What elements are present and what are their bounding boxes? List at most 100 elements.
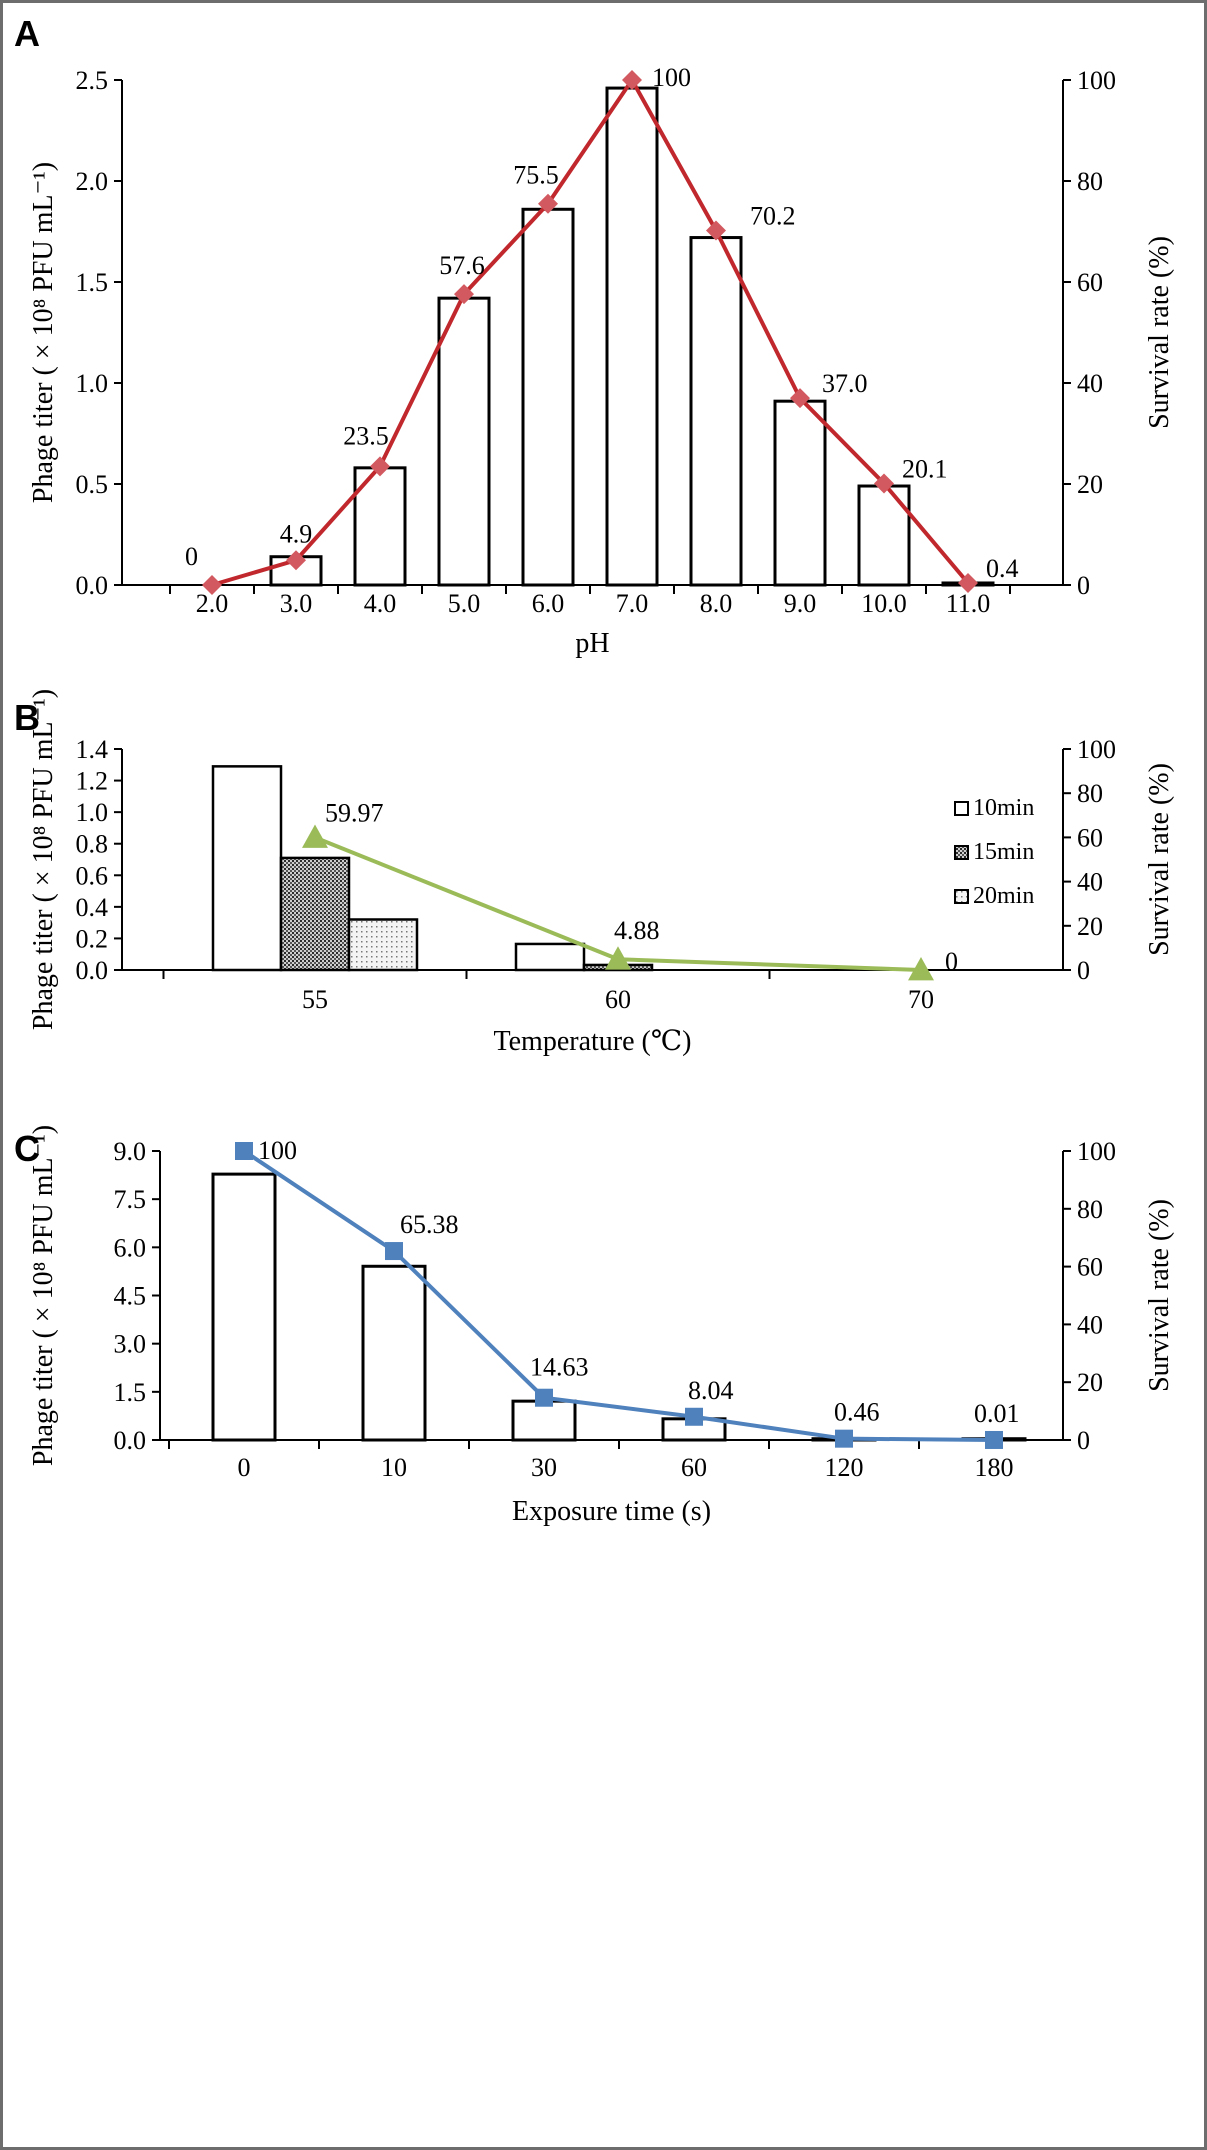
y-tick-label: 1.2 <box>76 767 109 796</box>
legend-swatch-15min <box>954 845 969 860</box>
survival-data-label: 8.04 <box>688 1376 734 1405</box>
bar-9.0 <box>773 399 827 587</box>
y-tick-label: 0.4 <box>76 893 109 922</box>
y2-tick-label: 60 <box>1077 268 1103 297</box>
survival-data-label: 65.38 <box>400 1210 459 1239</box>
survival-marker <box>538 193 558 214</box>
survival-marker <box>370 456 390 477</box>
survival-data-label: 4.88 <box>614 916 660 945</box>
survival-data-label: 57.6 <box>439 251 485 280</box>
survival-marker <box>985 1430 1003 1449</box>
survival-data-label: 75.5 <box>513 161 559 190</box>
x-axis-title: Exposure time (s) <box>512 1496 711 1527</box>
survival-data-label: 37.0 <box>822 369 868 398</box>
x-tick-label: 0 <box>238 1453 251 1482</box>
y2-tick-label: 80 <box>1077 1195 1103 1224</box>
survival-data-label: 70.2 <box>750 201 796 230</box>
x-tick-label: 30 <box>531 1453 557 1482</box>
y2-tick-label: 0 <box>1077 571 1090 600</box>
y-axis-title: Phage titer ( × 10⁸ PFU mL⁻¹) <box>28 689 59 1030</box>
x-tick-label: 70 <box>908 985 934 1014</box>
x-axis-title: Temperature (℃) <box>493 1026 691 1057</box>
panel-letter: A <box>14 13 40 54</box>
survival-marker <box>286 550 306 571</box>
survival-data-label: 14.63 <box>530 1353 589 1382</box>
legend-label-10min: 10min <box>973 795 1034 821</box>
survival-marker <box>958 572 978 593</box>
y-tick-label: 4.5 <box>114 1282 147 1311</box>
y-tick-label: 3.0 <box>114 1330 147 1359</box>
y-tick-label: 1.0 <box>76 369 109 398</box>
survival-data-label: 4.9 <box>280 519 313 548</box>
bar-30 <box>511 1399 577 1442</box>
y-tick-label: 0.0 <box>76 956 109 985</box>
survival-data-label: 0 <box>185 542 198 571</box>
y-tick-label: 1.4 <box>76 735 109 764</box>
y2-axis-title: Survival rate (%) <box>1144 236 1175 429</box>
y-tick-label: 9.0 <box>114 1137 147 1166</box>
y-axis-title: Phage titer ( × 10⁸ PFU mL⁻¹) <box>28 1125 59 1466</box>
x-tick-label: 55 <box>302 985 328 1014</box>
survival-marker <box>535 1388 553 1407</box>
survival-data-label: 100 <box>258 1136 297 1165</box>
y2-tick-label: 40 <box>1077 369 1103 398</box>
y-tick-label: 0.0 <box>114 1426 147 1455</box>
bar-10min-55 <box>211 765 283 972</box>
y-tick-label: 1.0 <box>76 798 109 827</box>
legend-label-20min: 20min <box>973 883 1034 909</box>
x-tick-label: 4.0 <box>364 589 397 618</box>
survival-marker <box>908 957 934 981</box>
x-tick-label: 6.0 <box>532 589 565 618</box>
bar-7.0 <box>605 86 659 587</box>
survival-marker <box>302 824 328 848</box>
y-tick-label: 1.5 <box>76 268 109 297</box>
y-tick-label: 7.5 <box>114 1185 147 1214</box>
survival-marker <box>790 388 810 409</box>
y-tick-label: 1.5 <box>114 1378 147 1407</box>
y-tick-label: 0.2 <box>76 924 109 953</box>
y2-axis-title: Survival rate (%) <box>1144 1199 1175 1392</box>
survival-marker <box>622 70 642 90</box>
y2-tick-label: 40 <box>1077 868 1103 897</box>
bar-10min-60 <box>514 942 586 972</box>
y2-tick-label: 100 <box>1077 1137 1116 1166</box>
y-axis-title: Phage titer ( × 10⁸ PFU mL⁻¹) <box>28 162 59 503</box>
legend-label-15min: 15min <box>973 839 1034 865</box>
y2-tick-label: 100 <box>1077 735 1116 764</box>
x-tick-label: 10 <box>381 1453 407 1482</box>
x-tick-label: 3.0 <box>280 589 313 618</box>
x-tick-label: 60 <box>605 985 631 1014</box>
y-tick-label: 0.0 <box>76 571 109 600</box>
survival-marker <box>235 1142 253 1160</box>
survival-line <box>242 1149 995 1442</box>
x-tick-label: 9.0 <box>784 589 817 618</box>
y2-tick-label: 60 <box>1077 823 1103 852</box>
survival-data-label: 20.1 <box>902 454 948 483</box>
y-tick-label: 0.8 <box>76 830 109 859</box>
bar-10.0 <box>857 484 911 587</box>
bar-8.0 <box>689 236 743 587</box>
survival-marker <box>385 1242 403 1261</box>
bar-20min-55 <box>347 918 419 972</box>
survival-data-label: 0.01 <box>974 1399 1020 1428</box>
x-tick-label: 10.0 <box>861 589 907 618</box>
chart-panel-b: B 0.0 0.20.4 0.60.8 1.01.2 1.4 0 20 40 60 80 100 55 6… <box>14 689 1175 1057</box>
survival-marker <box>835 1429 853 1448</box>
y2-tick-label: 60 <box>1077 1253 1103 1282</box>
y2-axis-title: Survival rate (%) <box>1144 763 1175 956</box>
survival-data-label: 23.5 <box>343 421 389 450</box>
x-tick-label: 5.0 <box>448 589 481 618</box>
x-tick-label: 11.0 <box>946 589 991 618</box>
chart-panel-c: C 0.0 1.5 3.0 4.5 6.0 7.5 9.0 0 20 40 60 80 100 0 10 30 6… <box>14 1125 1175 1527</box>
bar-6.0 <box>521 207 575 587</box>
y2-tick-label: 80 <box>1077 167 1103 196</box>
y2-tick-label: 0 <box>1077 956 1090 985</box>
y2-tick-label: 0 <box>1077 1426 1090 1455</box>
survival-marker <box>454 284 474 305</box>
survival-marker <box>202 575 222 595</box>
y2-tick-label: 20 <box>1077 470 1103 499</box>
y-tick-label: 0.5 <box>76 470 109 499</box>
